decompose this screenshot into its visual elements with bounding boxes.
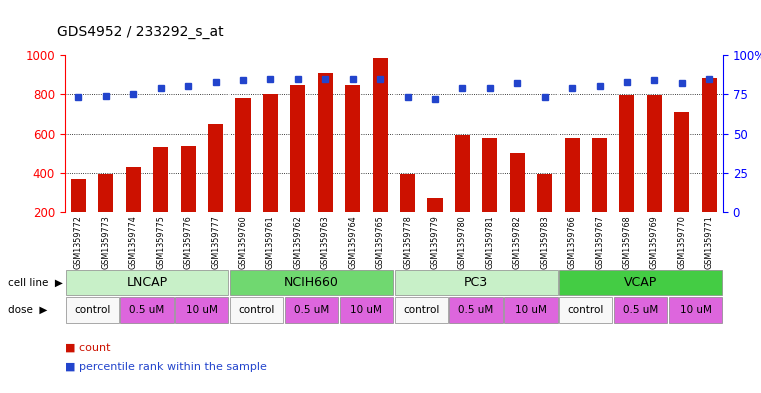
Bar [455,135,470,212]
Text: 10 uM: 10 uM [680,305,712,315]
Text: GSM1359767: GSM1359767 [595,215,604,269]
Bar [373,58,387,212]
Bar [180,146,196,212]
Text: GSM1359765: GSM1359765 [376,215,384,269]
Text: GSM1359778: GSM1359778 [403,215,412,269]
Bar [235,97,250,212]
Text: 10 uM: 10 uM [515,305,547,315]
Bar [537,174,552,212]
Text: GSM1359770: GSM1359770 [677,215,686,269]
Text: 0.5 uM: 0.5 uM [129,305,164,315]
Text: GSM1359779: GSM1359779 [431,215,439,269]
Bar [565,138,580,212]
Text: GSM1359780: GSM1359780 [458,215,467,269]
Bar [395,270,558,295]
Bar [559,270,722,295]
Bar [345,85,360,212]
Text: GSM1359771: GSM1359771 [705,215,714,269]
Bar [120,298,174,323]
Bar [450,298,503,323]
Bar [208,124,223,212]
Bar [65,298,119,323]
Text: dose  ▶: dose ▶ [8,305,47,315]
Bar [510,153,525,212]
Text: GSM1359761: GSM1359761 [266,215,275,269]
Bar [285,298,338,323]
Bar [592,138,607,212]
Bar [230,298,283,323]
Text: GDS4952 / 233292_s_at: GDS4952 / 233292_s_at [57,25,224,39]
Text: 0.5 uM: 0.5 uM [458,305,494,315]
Bar [647,95,662,212]
Text: GSM1359774: GSM1359774 [129,215,138,269]
Text: GSM1359760: GSM1359760 [238,215,247,269]
Bar [263,94,278,212]
Text: GSM1359762: GSM1359762 [293,215,302,269]
Bar [614,298,667,323]
Bar [428,198,442,212]
Bar [290,85,305,212]
Bar [71,179,86,212]
Bar [317,73,333,212]
Text: GSM1359783: GSM1359783 [540,215,549,269]
Text: GSM1359763: GSM1359763 [320,215,330,269]
Text: PC3: PC3 [464,276,488,289]
Text: GSM1359766: GSM1359766 [568,215,577,269]
Bar [482,138,498,212]
Text: GSM1359781: GSM1359781 [486,215,495,269]
Bar [505,298,558,323]
Bar [702,78,717,212]
Bar [674,112,689,212]
Text: GSM1359777: GSM1359777 [211,215,220,269]
Bar [153,147,168,212]
Text: 0.5 uM: 0.5 uM [294,305,330,315]
Bar [98,174,113,212]
Text: GSM1359768: GSM1359768 [622,215,632,269]
Text: GSM1359782: GSM1359782 [513,215,522,269]
Text: LNCAP: LNCAP [126,276,167,289]
Bar [126,167,141,212]
Bar [175,298,228,323]
Text: control: control [74,305,110,315]
Text: cell line  ▶: cell line ▶ [8,277,62,288]
Bar [559,298,613,323]
Text: NCIH660: NCIH660 [284,276,339,289]
Text: control: control [403,305,439,315]
Bar [619,95,635,212]
Bar [230,270,393,295]
Text: 10 uM: 10 uM [351,305,382,315]
Text: GSM1359775: GSM1359775 [156,215,165,269]
Bar [395,298,448,323]
Text: 10 uM: 10 uM [186,305,218,315]
Text: GSM1359764: GSM1359764 [349,215,357,269]
Text: GSM1359776: GSM1359776 [183,215,193,269]
Text: 0.5 uM: 0.5 uM [623,305,658,315]
Text: control: control [238,305,275,315]
Text: GSM1359772: GSM1359772 [74,215,83,269]
Text: VCAP: VCAP [624,276,658,289]
Text: ■ percentile rank within the sample: ■ percentile rank within the sample [65,362,266,373]
Text: GSM1359773: GSM1359773 [101,215,110,269]
Text: ■ count: ■ count [65,343,110,353]
Bar [339,298,393,323]
Text: control: control [568,305,604,315]
Bar [400,174,415,212]
Bar [669,298,722,323]
Bar [65,270,228,295]
Text: GSM1359769: GSM1359769 [650,215,659,269]
